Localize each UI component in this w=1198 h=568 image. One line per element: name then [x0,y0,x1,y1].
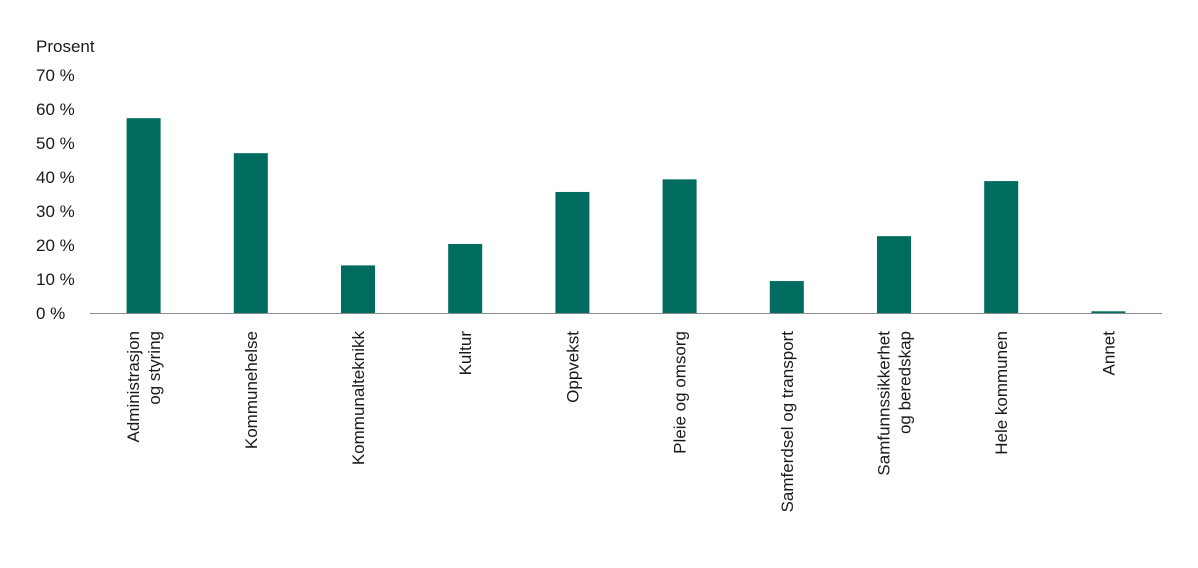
y-tick-label: 0 % [36,304,65,323]
x-tick-label: Pleie og omsorg [671,331,690,454]
x-tick-label: Oppvekst [563,331,582,403]
y-tick-label: 50 % [36,134,75,153]
x-tick-label: Samfunnssikkerhet [875,331,894,476]
bar [341,265,375,313]
bar [662,179,697,313]
x-tick-label: Samferdsel og transport [778,331,797,513]
y-tick-label: 10 % [36,270,75,289]
x-tick-label: Annet [1099,331,1118,376]
x-tick-label: Hele kommunen [992,331,1011,455]
x-tick-label: Kultur [456,331,475,376]
x-tick-label: og beredskap [896,331,915,434]
y-axis-ticks: 0 % 10 % 20 % 30 % 40 % 50 % 60 % 70 % [36,66,75,323]
x-tick-label: Kommunehelse [242,331,261,449]
bar [233,153,268,313]
bar [126,118,161,314]
y-tick-label: 70 % [36,66,75,85]
y-tick-label: 20 % [36,236,75,255]
bar [555,191,590,313]
bar [769,281,804,313]
x-tick-label: Administrasjon [124,331,143,443]
bar [1091,311,1126,313]
y-tick-label: 30 % [36,202,75,221]
y-axis-unit-label: Prosent [36,37,95,56]
x-tick-label: og styring [145,331,164,405]
x-tick-label: Kommunalteknikk [349,331,368,466]
bar [877,236,911,313]
y-tick-label: 60 % [36,100,75,119]
y-tick-label: 40 % [36,168,75,187]
bar [448,243,483,313]
bar [984,181,1019,313]
x-axis-labels: Administrasjon og styring Kommunehelse Komm… [124,331,1118,513]
bars [126,118,1126,314]
